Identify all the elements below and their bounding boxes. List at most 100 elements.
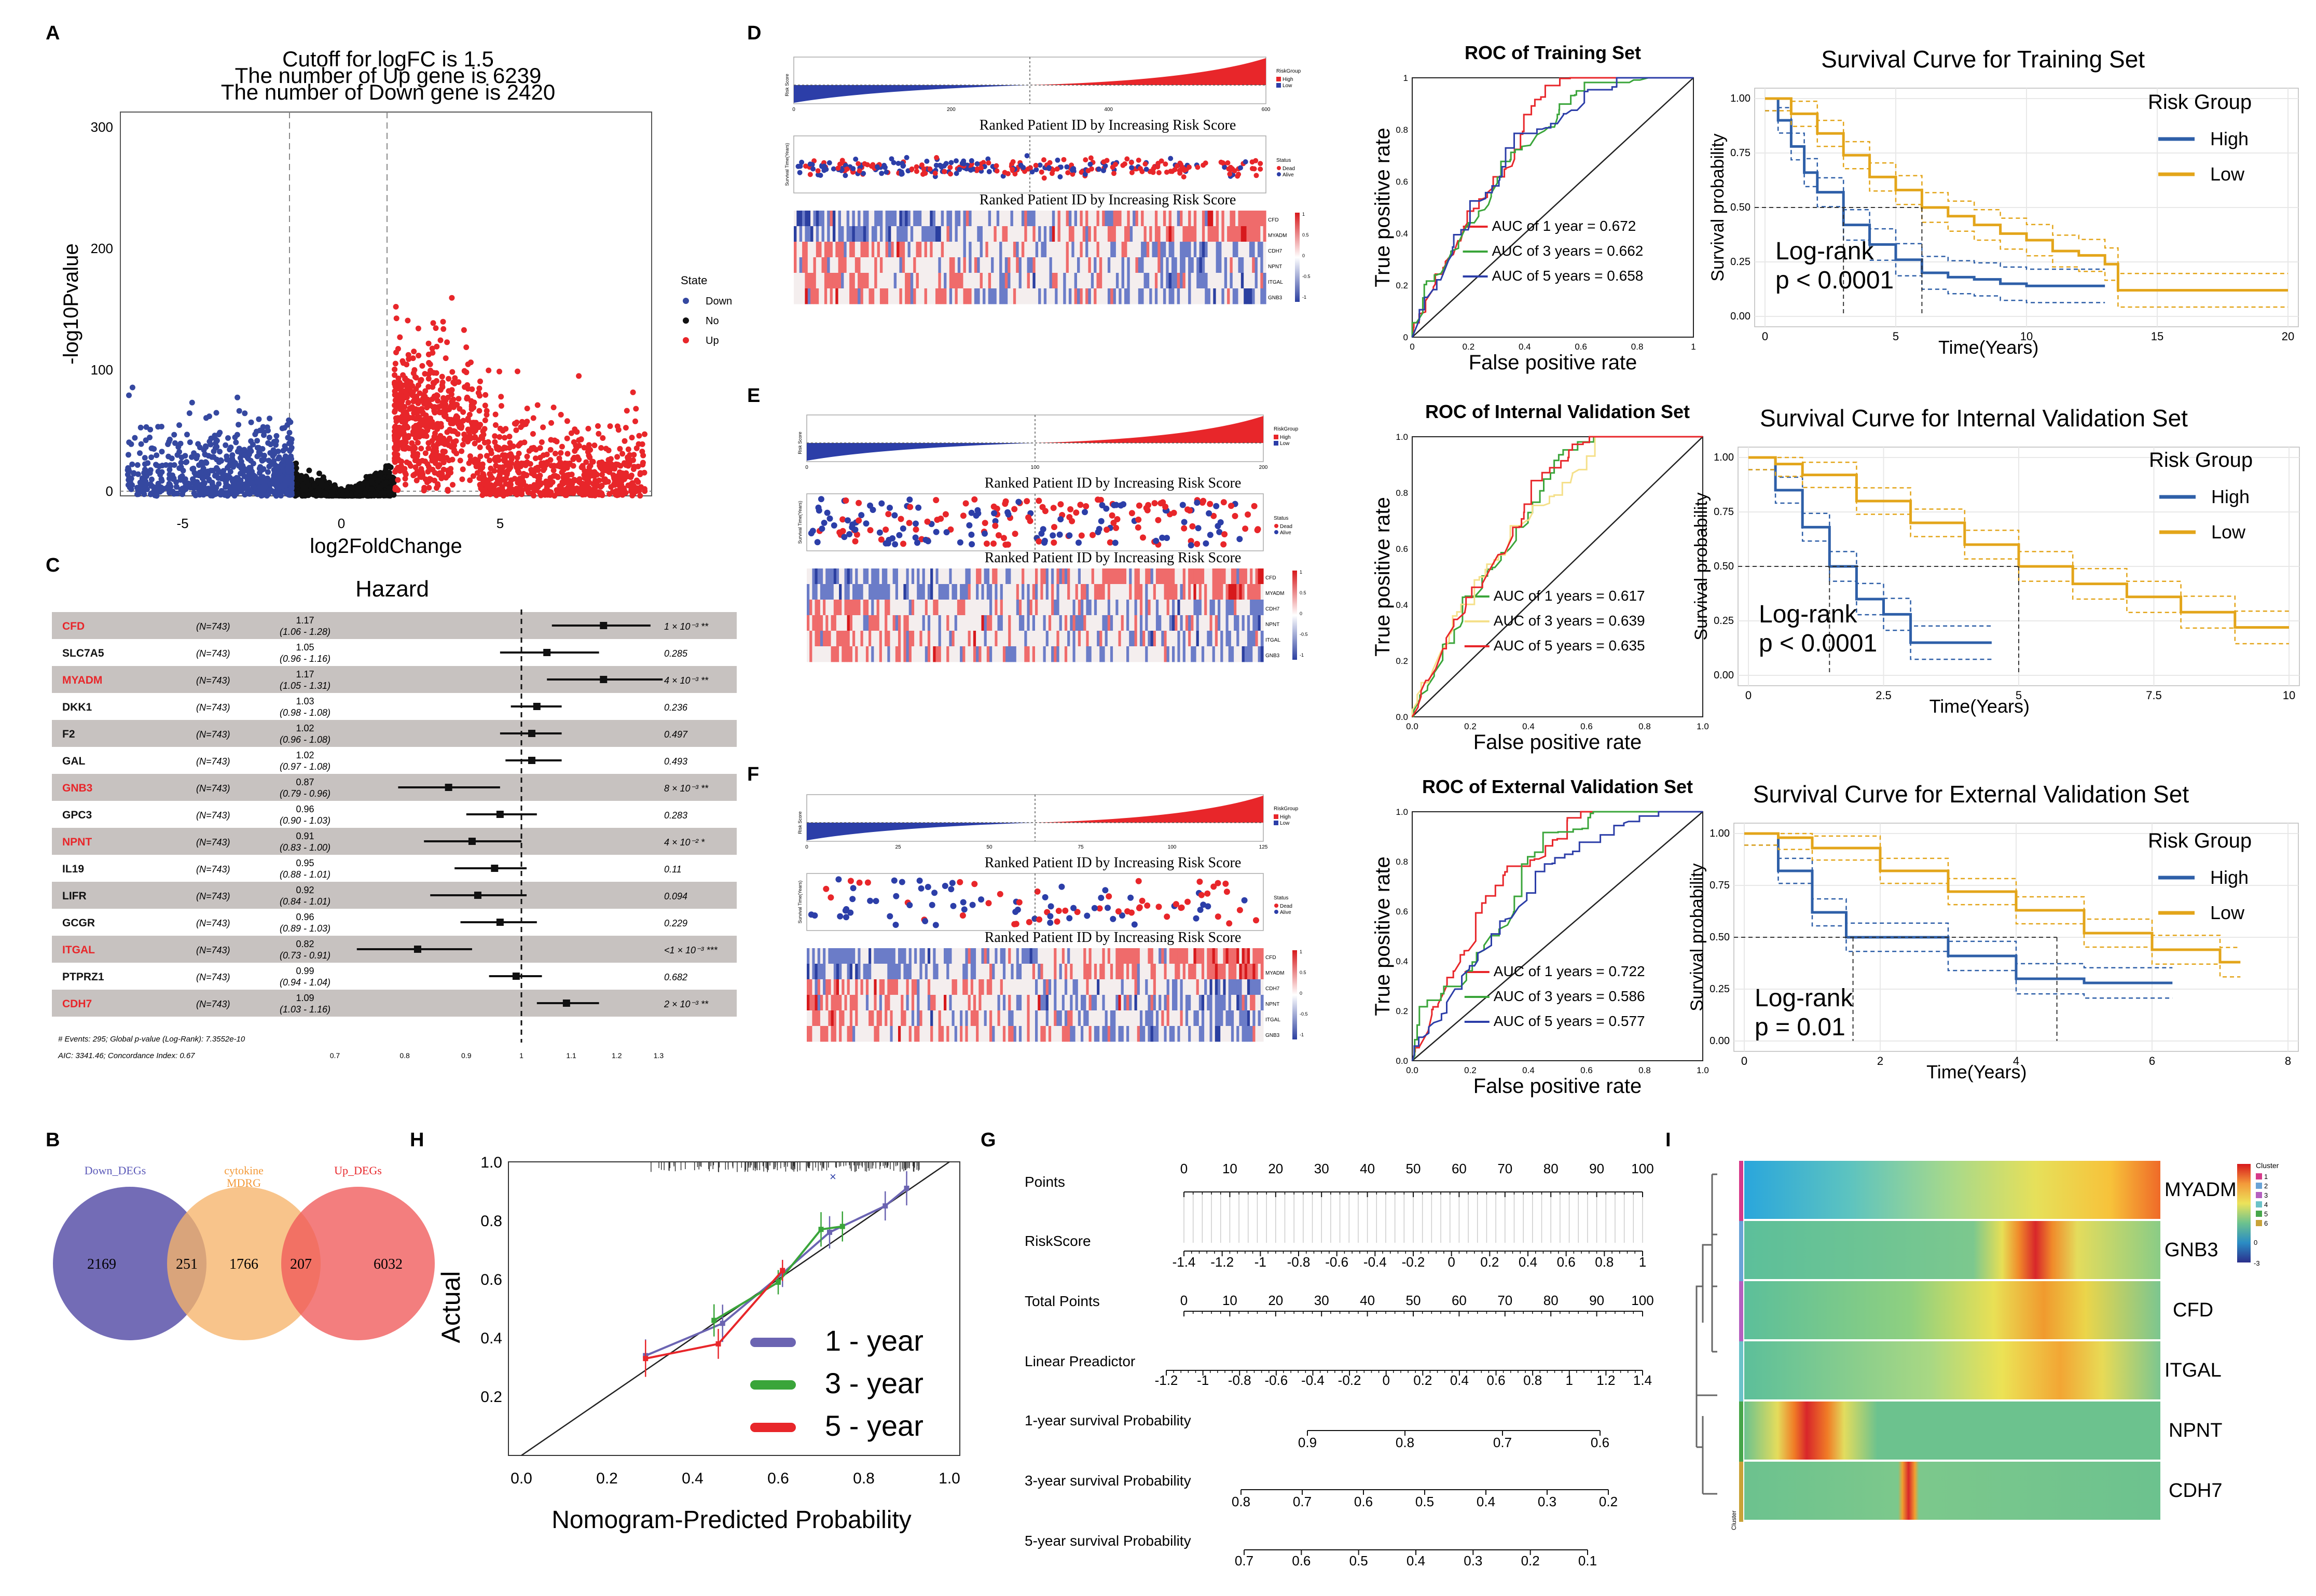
- risk-heatmap-cell: [952, 273, 956, 289]
- volcano-point: [143, 424, 149, 430]
- risk-heatmap-cell: [1041, 273, 1044, 289]
- volcano-point: [596, 431, 602, 437]
- risk-heatmap-cell: [980, 226, 983, 242]
- nomo-risk-label: -0.4: [1363, 1254, 1387, 1270]
- volcano-point: [159, 449, 165, 455]
- risk-heatmap-cell: [1230, 211, 1233, 227]
- risk-heatmap-cell: [1032, 257, 1036, 273]
- status-point: [1143, 166, 1149, 172]
- risk-heatmap-cell: [1041, 211, 1044, 227]
- risk-heatmap-cell: [963, 226, 967, 242]
- risk-heatmap-cell: [807, 273, 811, 289]
- nomo-risk-label: 0: [1448, 1254, 1455, 1270]
- risk-heatmap-cell: [960, 226, 964, 242]
- calib-point: [720, 1321, 725, 1326]
- volcano-point: [377, 472, 383, 478]
- risk-heatmap-cell: [1085, 257, 1089, 273]
- risk-heatmap-cell: [969, 211, 972, 227]
- risk-heatmap-cell: [1060, 242, 1064, 258]
- heatmap-label-cfd: CFD: [2173, 1299, 2213, 1321]
- volcano-point: [267, 415, 273, 422]
- status-point: [1142, 161, 1148, 167]
- volcano-point: [550, 467, 557, 474]
- volcano-point: [393, 303, 399, 310]
- forest-row-bg: [52, 828, 737, 855]
- volcano-point: [266, 457, 272, 464]
- risk-heatmap-cell: [1224, 226, 1228, 242]
- volcano-point: [631, 452, 637, 458]
- forest-gene: GAL: [62, 755, 86, 767]
- status-point: [1203, 160, 1208, 166]
- heatmap-side-label: Cluster: [1730, 1510, 1738, 1530]
- risk-heatmap-cell: [1080, 257, 1083, 273]
- forest-gene: GCGR: [62, 917, 95, 929]
- volcano-point: [514, 454, 520, 461]
- risk-heatmap-cell: [932, 211, 936, 227]
- risk-heatmap-cell: [1094, 211, 1097, 227]
- forest-n: (N=743): [196, 729, 230, 740]
- risk-heatmap-cell: [955, 211, 958, 227]
- nomo-s5-label: 0.6: [1292, 1553, 1311, 1569]
- risk-heatmap-cell: [874, 242, 878, 258]
- volcano-point: [564, 451, 571, 457]
- volcano-xtick: 0: [338, 516, 345, 531]
- volcano-point: [467, 436, 474, 441]
- risk-heatmap-cell: [1008, 273, 1011, 289]
- volcano-point: [234, 432, 240, 438]
- risk-heatmap-cell: [930, 211, 933, 227]
- risk-heatmap-cell: [1260, 226, 1264, 242]
- risk-heatmap-cell: [1177, 242, 1180, 258]
- cluster-label: 5: [2264, 1210, 2268, 1218]
- heatmap-row-cfd: [1744, 1281, 2160, 1339]
- risk-heatmap-cell: [1221, 257, 1225, 273]
- volcano-point: [440, 455, 446, 461]
- risk-heatmap-cell: [1146, 257, 1150, 273]
- risk-heatmap-cell: [994, 226, 997, 242]
- forest-gene: MYADM: [62, 674, 102, 686]
- status-point: [1087, 161, 1093, 167]
- forest-n: (N=743): [196, 810, 230, 821]
- risk-heatmap-cell: [1252, 226, 1256, 242]
- risk-heatmap-cell: [1041, 242, 1044, 258]
- volcano-point: [422, 388, 429, 394]
- risk-heatmap-cell: [1024, 242, 1028, 258]
- risk-heatmap-cell: [1129, 257, 1133, 273]
- risk-heatmap-cell: [1260, 257, 1264, 273]
- status-point: [1163, 161, 1168, 167]
- risk-heatmap-cell: [1154, 242, 1158, 258]
- volcano-point: [418, 446, 424, 452]
- status-point: [1195, 164, 1201, 170]
- volcano-point: [548, 489, 554, 495]
- volcano-point: [392, 455, 398, 462]
- risk-heatmap-cell: [974, 211, 977, 227]
- volcano-point: [208, 435, 214, 441]
- volcano-point: [392, 392, 398, 398]
- risk-heatmap-cell: [1085, 211, 1089, 227]
- volcano-point: [205, 468, 211, 475]
- risk-heatmap-cell: [846, 257, 850, 273]
- volcano-point: [366, 491, 373, 497]
- volcano-point: [482, 403, 488, 409]
- risk-heatmap-cell: [971, 273, 975, 289]
- risk-heatmap-cell: [844, 226, 847, 242]
- risk-heatmap-cell: [1002, 226, 1005, 242]
- risk-heatmap-cell: [1160, 226, 1164, 242]
- volcano-point: [422, 429, 429, 435]
- volcano-point: [437, 470, 443, 476]
- volcano-xlabel: log2FoldChange: [310, 535, 462, 558]
- volcano-point: [191, 450, 197, 456]
- risk-heatmap-cell: [874, 257, 878, 273]
- risk-xtick: 400: [1104, 107, 1113, 113]
- risk-heatmap-cell: [844, 211, 847, 227]
- risk-heatmap-cell: [860, 226, 864, 242]
- risk-heatmap-cell: [1110, 242, 1114, 258]
- risk-heatmap-cell: [824, 226, 828, 242]
- riskgroup-low: Low: [1283, 83, 1292, 89]
- risk-heatmap-cell: [1168, 211, 1172, 227]
- volcano-point: [629, 435, 635, 441]
- volcano-point: [405, 317, 411, 324]
- cluster-label: 6: [2264, 1219, 2268, 1227]
- volcano-point: [429, 438, 435, 444]
- risk-heatmap-cell: [1043, 242, 1047, 258]
- volcano-point: [248, 438, 254, 444]
